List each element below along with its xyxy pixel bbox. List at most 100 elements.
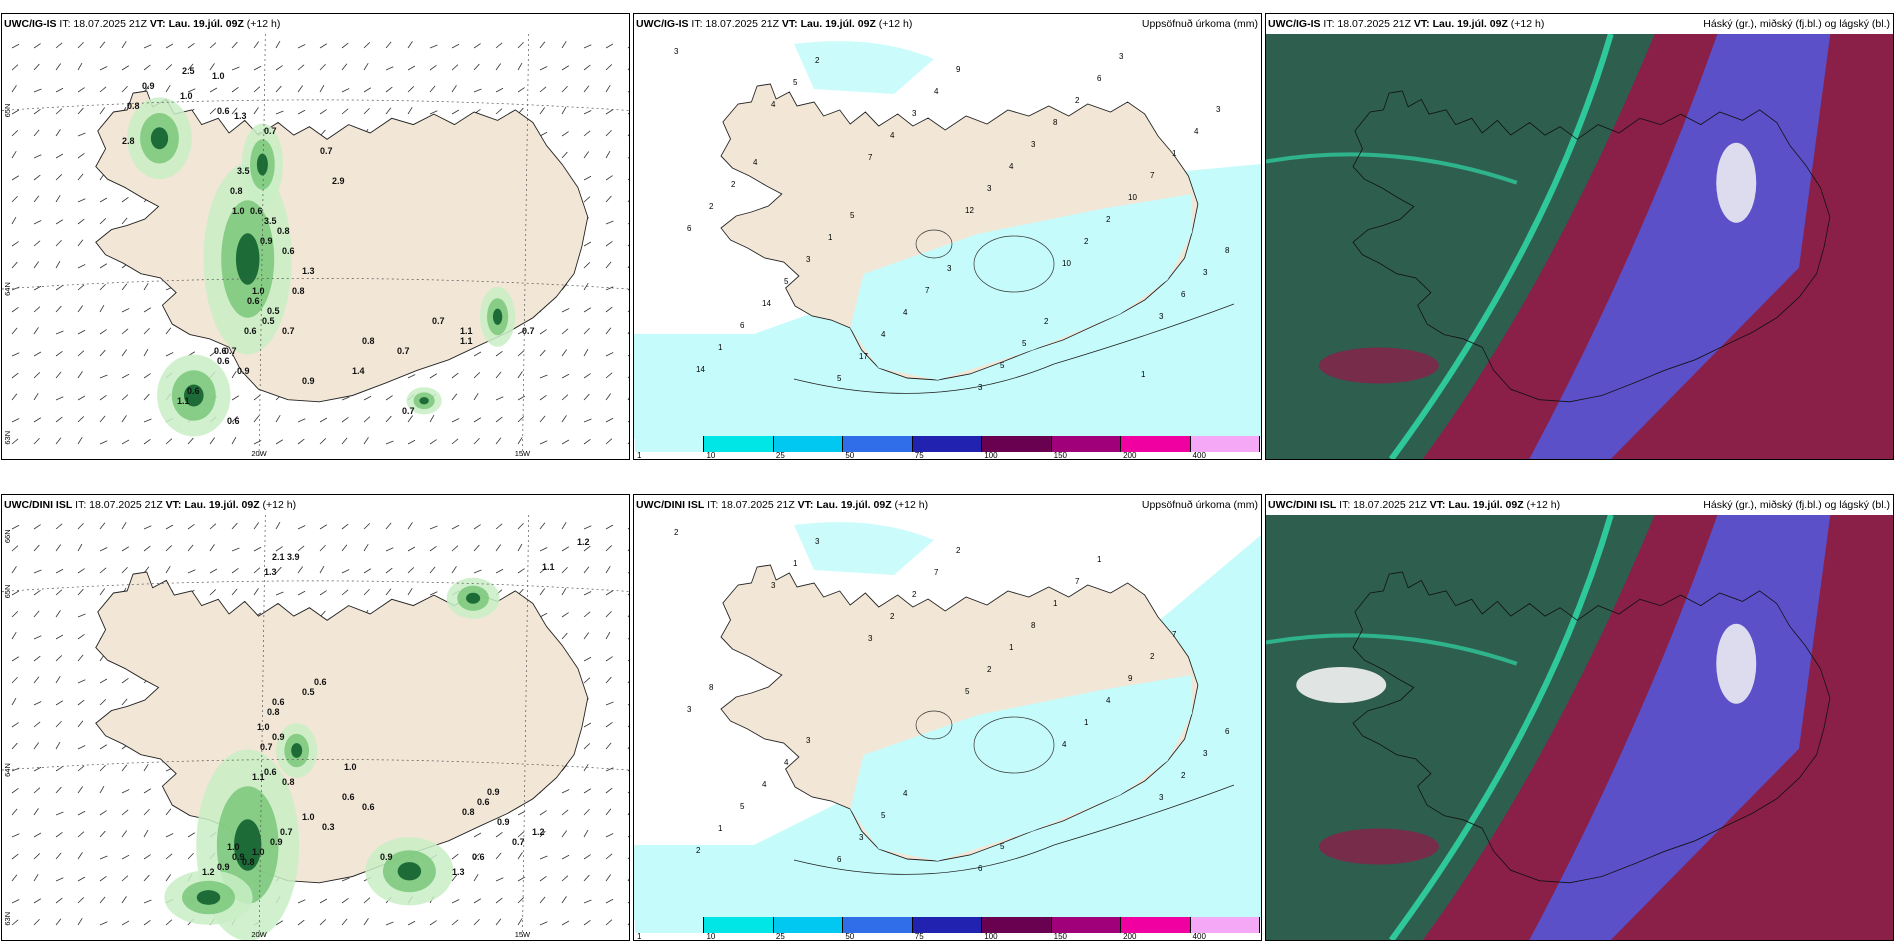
valid-time: VT: Lau. 19.júl. 09Z	[149, 18, 244, 30]
colorbar-swatch	[982, 436, 1052, 452]
precip-value: 1.1	[177, 396, 190, 406]
precip-value: 7	[868, 153, 873, 162]
colorbar-label: 50	[845, 451, 855, 460]
initial-time: IT: 18.07.2025 21Z	[1339, 499, 1427, 511]
precip-value: 4	[784, 758, 789, 767]
precip-value: 3	[771, 581, 776, 590]
precip-value: 1.0	[180, 91, 193, 101]
precip-value: 2	[890, 612, 895, 621]
precip-value: 0.9	[380, 852, 393, 862]
precip-value: 8	[709, 683, 714, 692]
precip-value: 1.1	[460, 336, 473, 346]
precip-value: 2.8	[122, 136, 135, 146]
precip-value: 6	[740, 321, 745, 330]
precip-value: 0.8	[267, 707, 280, 717]
precip-value: 8	[1031, 621, 1036, 630]
mid-cloud-area	[1529, 515, 1831, 940]
precip-value: 1.3	[264, 567, 277, 577]
precip-value: 1.0	[232, 206, 245, 216]
precip-value: 2	[696, 846, 701, 855]
precip-value: 0.5	[262, 316, 275, 326]
colorbar-label: 25	[775, 451, 785, 460]
precip-value: 17	[859, 352, 868, 361]
graticule	[2, 515, 629, 940]
panel-igis-precip: UWC/IG-IS IT: 18.07.2025 21Z VT: Lau. 19…	[633, 13, 1262, 460]
precip-value: 2	[987, 665, 992, 674]
precip-value: 0.5	[267, 306, 280, 316]
panel-header: UWC/DINI ISL IT: 18.07.2025 21Z VT: Lau.…	[634, 495, 1261, 515]
colorbar-label: 400	[1192, 932, 1206, 941]
precip-value: 0.7	[264, 126, 277, 136]
precip-value: 5	[965, 687, 970, 696]
precip-value: 3	[1203, 268, 1208, 277]
colorbar-swatch	[912, 917, 983, 933]
precip-value: 5	[1000, 361, 1005, 370]
lead-time: (+12 h)	[246, 18, 281, 30]
lat-label: 66N	[3, 529, 12, 543]
lead-time: (+12 h)	[262, 499, 297, 511]
precip-value: 3.5	[237, 166, 250, 176]
precip-area-dark	[184, 384, 204, 407]
precip-value: 0.8	[127, 101, 140, 111]
precip-value: 2	[956, 546, 961, 555]
precip-values: 2 3 3 5 4 3 2 1 2 2 1 2 1 3 2 1 4 3 5 6 7 8 9 6 4 3 2 1 2 3 4 5 6 7 7 8 3 4 5 1	[674, 528, 1230, 873]
colorbar-swatch	[1051, 917, 1122, 933]
precip-value: 0.8	[362, 336, 375, 346]
low-cloud-area	[1716, 142, 1757, 223]
precip-over-land	[850, 194, 1193, 380]
lat-label: 65N	[3, 104, 12, 118]
precip-value: 4	[1009, 162, 1014, 171]
lon-label: 20W	[251, 930, 267, 939]
lat-label: 65N	[3, 585, 12, 599]
precip-value: 0.6	[247, 296, 260, 306]
precip-value: 1.3	[452, 867, 465, 877]
precip-value: 4	[1194, 127, 1199, 136]
precip-value: 2	[912, 590, 917, 599]
precip-value: 0.9	[260, 236, 273, 246]
precip-value: 4	[934, 87, 939, 96]
colorbar-label: 200	[1123, 932, 1137, 941]
colorbar-label: 10	[706, 451, 716, 460]
colorbar-label: 1	[637, 932, 642, 941]
colorbar-swatch	[704, 917, 774, 933]
precip-value: 2	[1084, 237, 1089, 246]
precip-value: 3	[806, 255, 811, 264]
precip-value: 7	[1172, 630, 1177, 639]
precip-value: 0.9	[497, 817, 510, 827]
glacier-outline	[915, 229, 953, 259]
precip-value: 2	[731, 180, 736, 189]
precip-value: 14	[762, 299, 771, 308]
precip-value: 1	[718, 343, 723, 352]
lat-label: 64N	[3, 282, 12, 296]
precip-value: 0.6	[187, 386, 200, 396]
precip-value: 3	[978, 383, 983, 392]
precip-value: 1.0	[212, 71, 225, 81]
lon-label: 15W	[515, 449, 531, 458]
valid-time: VT: Lau. 19.júl. 09Z	[165, 499, 260, 511]
precip-over-land	[850, 675, 1193, 861]
iceland-map	[95, 90, 589, 437]
precip-value: 0.6	[264, 767, 277, 777]
colorbar-swatch	[635, 917, 705, 933]
precip-value: 0.8	[230, 186, 243, 196]
high-cloud-area	[1318, 828, 1439, 865]
precip-value: 1.0	[257, 722, 270, 732]
precip-value: 5	[837, 374, 842, 383]
precip-value: 1	[1097, 555, 1102, 564]
precip-values: 2.5 1.00.90.81.00.62.81.30.73.50.80.60.72…	[122, 66, 535, 426]
iceland-map	[1352, 90, 1831, 403]
low-cloud-area	[1296, 667, 1387, 703]
precip-value: 0.6	[244, 326, 257, 336]
panel-dini-cloud: UWC/DINI ISL IT: 18.07.2025 21Z VT: Lau.…	[1265, 494, 1894, 941]
lead-time: (+12 h)	[878, 18, 913, 30]
field-title: Háský (gr.), miðský (fj.bl.) og lágský (…	[1703, 499, 1890, 511]
initial-time: IT: 18.07.2025 21Z	[75, 499, 163, 511]
panel-header: UWC/DINI ISL IT: 18.07.2025 21Z VT: Lau.…	[1266, 495, 1893, 515]
precip-value: 2	[1106, 215, 1111, 224]
panel-header: UWC/IG-IS IT: 18.07.2025 21Z VT: Lau. 19…	[634, 14, 1261, 34]
precip-value: 0.5	[302, 687, 315, 697]
precip-value: 0.6	[314, 677, 327, 687]
precip-values: 1.22.1 3.91.3 1.10.60.50.60.81.00.90.70.6 1…	[202, 537, 590, 877]
precip-value: 1.0	[252, 286, 265, 296]
